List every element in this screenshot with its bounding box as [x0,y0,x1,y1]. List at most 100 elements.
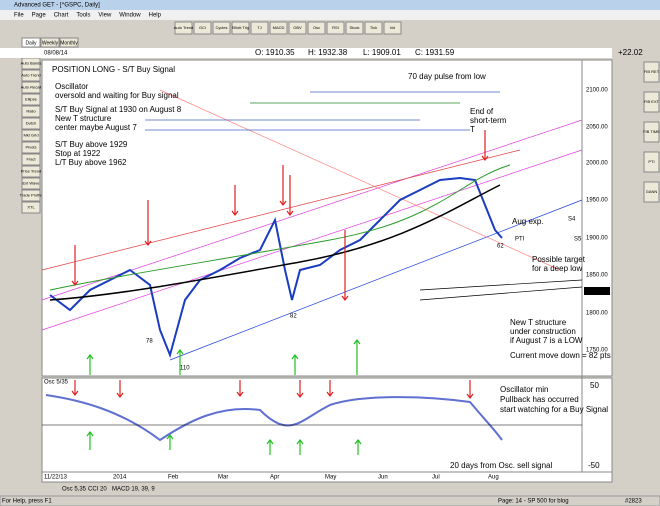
tool-button[interactable] [269,21,288,35]
period-tab[interactable] [59,37,79,48]
tool-button[interactable] [193,21,212,35]
side-tool-label: Dutch [26,121,36,126]
menu-item[interactable]: View [98,13,112,19]
side-tool-label: Auto Bands [21,61,42,66]
side-tool-label: Price Trend [21,169,41,174]
annotation: L/T Buy above 1962 [55,158,127,167]
side-tool[interactable] [21,105,41,118]
annotation: New T structure [510,318,567,327]
menu-item[interactable]: Help [149,13,162,19]
side-tool-label: Ellipse [25,97,38,102]
signal-arrowhead [231,210,239,216]
side-tool[interactable] [21,141,41,154]
date-label: Apr [270,475,279,481]
menu-item[interactable]: Chart [54,13,69,19]
annotation: End of [470,107,494,116]
annotation: POSITION LONG - S/T Buy Signal [52,65,175,74]
side-tool[interactable] [21,177,41,190]
price-label: 2100.00 [586,88,608,94]
indicator-tab[interactable]: Osc 5,35 [62,487,87,493]
annotation: oversold and waiting for Buy signal [55,91,179,100]
annotation: S/T Buy Signal at 1930 on August 8 [55,105,182,114]
status-count: #2823 [625,499,642,505]
annotation: Aug exp. [512,217,544,226]
side-tool-label: Auto Recall [21,85,42,90]
tool-button[interactable] [174,21,193,35]
osc-annotation: 20 days from Osc. sell signal [450,461,552,470]
side-tool[interactable] [21,201,41,214]
tool-label: OBV [293,25,302,30]
wave-label: 62 [497,244,504,250]
price-label: 1900.00 [586,236,608,242]
tool-button[interactable] [364,21,383,35]
wave-label: S5 [574,237,582,243]
side-tool-label: Pivots [26,145,37,150]
signal-arrowhead [481,155,489,161]
tool-label: GCI [199,25,206,30]
side-tool[interactable] [21,81,41,94]
quote-low: L: 1909.01 [363,48,401,57]
side-tool[interactable] [21,69,41,82]
price-label: 1750.00 [586,348,608,354]
annotation: center maybe August 7 [55,123,137,132]
side-tool-label: GANN [646,189,658,194]
signal-arrowhead [354,439,362,445]
tool-button[interactable] [231,21,250,35]
annotation: if August 7 is a LOW [510,336,583,345]
tool-button[interactable] [307,21,326,35]
side-tool[interactable] [643,151,660,173]
side-tool[interactable] [21,153,41,166]
menu-item[interactable]: Page [32,13,47,19]
tool-button[interactable] [326,21,345,35]
price-highlight [584,287,610,295]
side-tool[interactable] [21,189,41,202]
signal-arrowhead [236,391,244,397]
tool-label: TJ [257,25,261,30]
tool-label: MACD [273,25,285,30]
annotation: 70 day pulse from low [408,72,486,81]
tool-button[interactable] [212,21,231,35]
side-tool[interactable] [21,165,41,178]
side-tool[interactable] [21,93,41,106]
signal-arrowhead [279,200,287,206]
date-label: Jul [432,475,440,481]
side-tool[interactable] [643,61,660,83]
side-tool[interactable] [21,129,41,142]
status-page: Page: 14 - SP 500 for blog [498,499,569,505]
date-axis [41,471,613,483]
price-label: 1850.00 [586,273,608,279]
indicator-tab[interactable]: MACD 19, 39, 9 [112,487,155,493]
menu-item[interactable]: Tools [76,13,90,19]
side-tool[interactable] [643,181,660,203]
side-tool[interactable] [643,91,660,113]
tool-button[interactable] [345,21,364,35]
side-tool-label: FIB EXT [644,99,660,104]
signal-arrowhead [166,434,174,440]
tool-label: Osc [313,25,320,30]
tool-button[interactable] [288,21,307,35]
signal-arrowhead [466,393,474,399]
tool-button[interactable] [383,21,402,35]
tool-label: Elliott Trig [232,25,250,30]
price-label: 2000.00 [586,161,608,167]
tool-label: Auto Trend [174,25,194,30]
price-panel [41,59,613,377]
indicator-tab[interactable]: CCI 20 [88,487,107,493]
period-tab[interactable] [40,37,60,48]
period-tab[interactable] [21,37,41,48]
tool-label: Vol [390,25,396,30]
signal-arrowhead [144,240,152,246]
date-label: Feb [168,475,179,481]
tool-label: Cycles [215,25,227,30]
annotation: Current move down = 82 pts [510,351,611,360]
tool-button[interactable] [250,21,269,35]
period-tab-label: Daily [25,40,37,46]
menu-bar [0,10,660,20]
moving-average [49,184,501,301]
side-tool[interactable] [643,121,660,143]
signal-arrowhead [86,354,94,360]
menu-item[interactable]: Window [119,13,141,19]
menu-item[interactable]: File [14,13,24,19]
signal-arrowhead [266,439,274,445]
side-tool[interactable] [21,117,41,130]
